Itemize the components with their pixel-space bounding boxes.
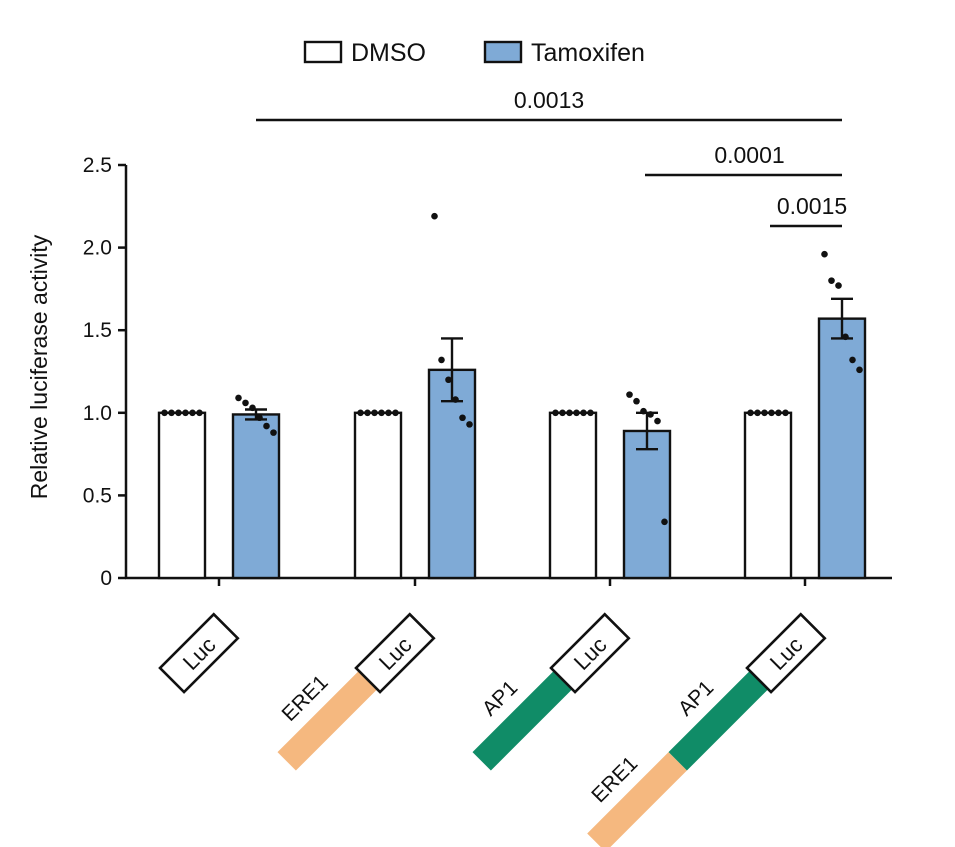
bar-tamoxifen-1 [427,368,477,580]
bar-tamoxifen-2 [622,429,672,580]
y-tick-label: 2.0 [83,237,112,260]
data-point [626,391,633,398]
data-point [552,409,559,417]
data-point [466,421,473,428]
data-point [385,409,392,417]
data-point [566,409,573,417]
y-tick-label: 0 [100,567,112,590]
legend-swatch-dmso [303,40,343,64]
data-point [168,409,175,417]
data-point [768,409,775,417]
data-point [249,404,256,412]
construct-diagram-0: Luc [158,612,240,694]
data-point [357,409,364,417]
data-point [189,409,196,417]
data-point [452,396,459,403]
legend: DMSO Tamoxifen [303,39,645,67]
bar-dmso-1 [353,411,403,580]
data-point [782,409,789,417]
data-point [378,409,385,417]
data-point [654,417,661,425]
data-point [364,409,371,417]
luc-box [745,612,827,694]
bar-dmso-3 [743,411,793,580]
data-point [754,409,761,417]
data-point [256,414,263,422]
data-point [431,212,438,220]
y-tick-label: 2.5 [83,154,112,177]
data-point [175,409,182,417]
data-point [235,394,242,402]
data-point [828,277,835,284]
data-point [392,409,399,417]
legend-label-tamoxifen: Tamoxifen [531,39,645,67]
data-point [856,366,863,374]
data-point [647,411,654,418]
promoter-segment-ere1 [587,752,687,847]
bar-tamoxifen-3 [817,317,867,580]
data-point [661,518,668,526]
significance-p-value: 0.0015 [777,193,847,219]
y-tick-label: 1.0 [83,402,112,425]
luc-box [549,612,631,694]
data-point [580,409,587,417]
significance-p-value: 0.0013 [514,87,584,113]
data-point [242,399,249,407]
significance-p-value: 0.0001 [714,142,784,168]
data-point [761,409,768,417]
data-point [459,414,466,422]
data-point [747,409,754,417]
data-point [849,356,856,364]
bar-dmso-0 [157,411,207,580]
legend-label-dmso: DMSO [351,39,426,67]
data-point [371,409,378,417]
promoter-segment-ap1 [668,670,769,771]
data-point [445,376,452,384]
data-point [270,429,277,436]
luc-box [354,612,436,694]
data-point [587,409,594,417]
data-point [821,250,828,258]
data-point [438,356,445,364]
bar-dmso-2 [548,411,598,580]
data-point [775,409,782,417]
y-tick-label: 1.5 [83,319,112,342]
legend-swatch-tamoxifen [483,40,523,64]
y-tick-label: 0.5 [83,484,112,507]
data-point [182,409,189,417]
promoter-segment-ere1 [277,670,378,771]
data-point [196,409,203,417]
data-point [633,397,640,405]
data-point [263,422,270,430]
bar-tamoxifen-0 [231,413,281,580]
data-point [835,282,842,289]
luc-box [158,612,240,694]
data-point [640,407,647,415]
data-point [161,409,168,417]
y-axis-title: Relative luciferase activity [26,234,52,499]
data-point [842,333,849,341]
data-point [573,409,580,417]
data-point [559,409,566,417]
promoter-segment-ap1 [472,670,573,771]
